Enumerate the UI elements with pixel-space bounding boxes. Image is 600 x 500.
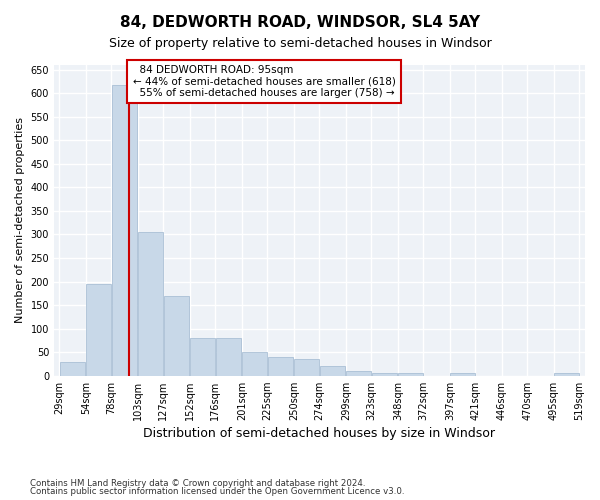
Bar	[451, 374, 475, 376]
Bar	[268, 357, 293, 376]
Y-axis label: Number of semi-detached properties: Number of semi-detached properties	[15, 118, 25, 324]
Bar	[139, 232, 163, 376]
Text: 84, DEDWORTH ROAD, WINDSOR, SL4 5AY: 84, DEDWORTH ROAD, WINDSOR, SL4 5AY	[120, 15, 480, 30]
Text: Contains public sector information licensed under the Open Government Licence v3: Contains public sector information licen…	[30, 488, 404, 496]
Bar	[242, 352, 267, 376]
Bar	[164, 296, 190, 376]
Bar	[60, 362, 85, 376]
X-axis label: Distribution of semi-detached houses by size in Windsor: Distribution of semi-detached houses by …	[143, 427, 496, 440]
Bar	[216, 338, 241, 376]
Bar	[112, 85, 137, 376]
Bar	[295, 359, 319, 376]
Bar	[346, 371, 371, 376]
Bar	[398, 374, 423, 376]
Bar	[372, 374, 397, 376]
Text: Size of property relative to semi-detached houses in Windsor: Size of property relative to semi-detach…	[109, 38, 491, 51]
Text: Contains HM Land Registry data © Crown copyright and database right 2024.: Contains HM Land Registry data © Crown c…	[30, 478, 365, 488]
Text: 84 DEDWORTH ROAD: 95sqm
← 44% of semi-detached houses are smaller (618)
  55% of: 84 DEDWORTH ROAD: 95sqm ← 44% of semi-de…	[133, 65, 395, 98]
Bar	[554, 374, 579, 376]
Bar	[320, 366, 346, 376]
Bar	[86, 284, 111, 376]
Bar	[190, 338, 215, 376]
